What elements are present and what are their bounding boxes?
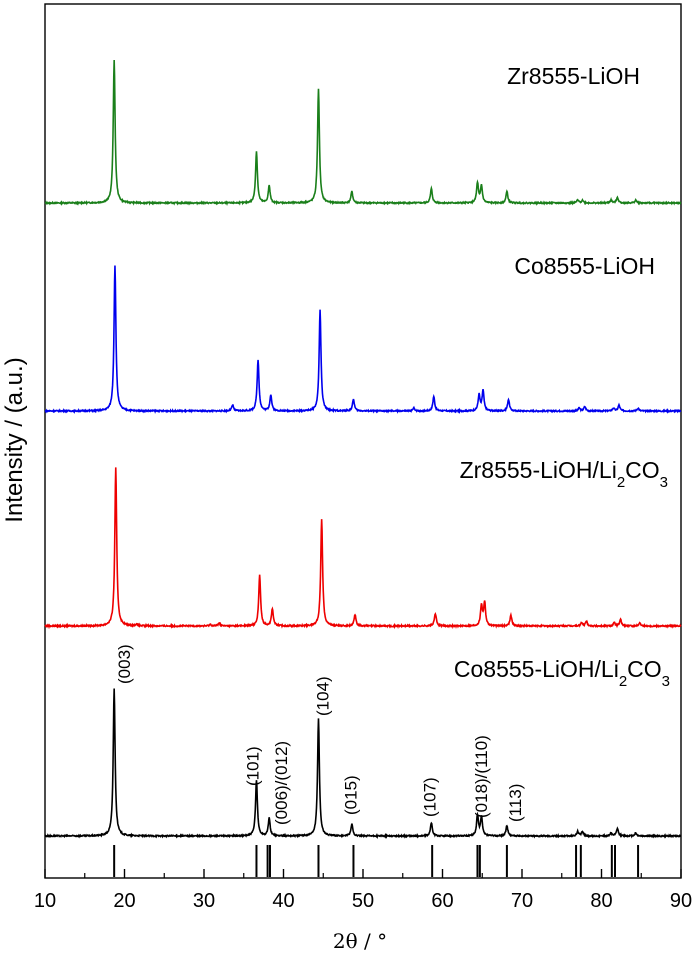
series-label-3: Zr8555-LiOH/Li2CO3 <box>460 457 668 491</box>
x-tick-label-30: 30 <box>193 890 215 912</box>
peak-label-8: (113) <box>506 784 525 822</box>
series-label-2: Co8555-LiOH <box>514 253 655 279</box>
plot-frame <box>44 3 682 879</box>
x-tick-label-10: 10 <box>34 890 56 912</box>
peak-label-5: (015) <box>342 775 361 815</box>
peak-label-1: (003) <box>115 644 134 684</box>
peak-label-7: (018)/(110) <box>472 735 491 818</box>
series-group: Zr8555-LiOH Co8555-LiOH Zr8555-LiOH/Li2CO3… <box>44 60 682 840</box>
x-tick-label-20: 20 <box>113 890 135 912</box>
peak-label-2: (101) <box>244 746 263 786</box>
x-tick-label-60: 60 <box>431 890 453 912</box>
peak-label-3: (006)/(012) <box>272 741 291 825</box>
peak-label-4: (104) <box>314 676 333 716</box>
x-tick-label-80: 80 <box>590 890 612 912</box>
x-axis: 10 20 30 40 50 60 70 80 90 <box>34 869 692 912</box>
series-line-4 <box>44 688 682 840</box>
x-tick-label-40: 40 <box>272 890 294 912</box>
series-line-2 <box>44 265 682 415</box>
series-label-1: Zr8555-LiOH <box>507 63 640 89</box>
series-label-4: Co8555-LiOH/Li2CO3 <box>454 656 670 690</box>
reference-lines <box>113 845 640 877</box>
peak-annotations: (003) (101) (006)/(012) (104) (015) (107) (018… <box>115 644 525 825</box>
x-tick-label-50: 50 <box>352 890 374 912</box>
series-line-1 <box>44 60 682 207</box>
peak-label-6: (107) <box>420 777 439 817</box>
x-axis-label: 2θ / ° <box>333 929 387 953</box>
y-axis-label: Intensity / (a.u.) <box>1 357 28 522</box>
x-tick-label-70: 70 <box>511 890 533 912</box>
series-line-3 <box>44 467 682 630</box>
x-tick-label-90: 90 <box>670 890 692 912</box>
